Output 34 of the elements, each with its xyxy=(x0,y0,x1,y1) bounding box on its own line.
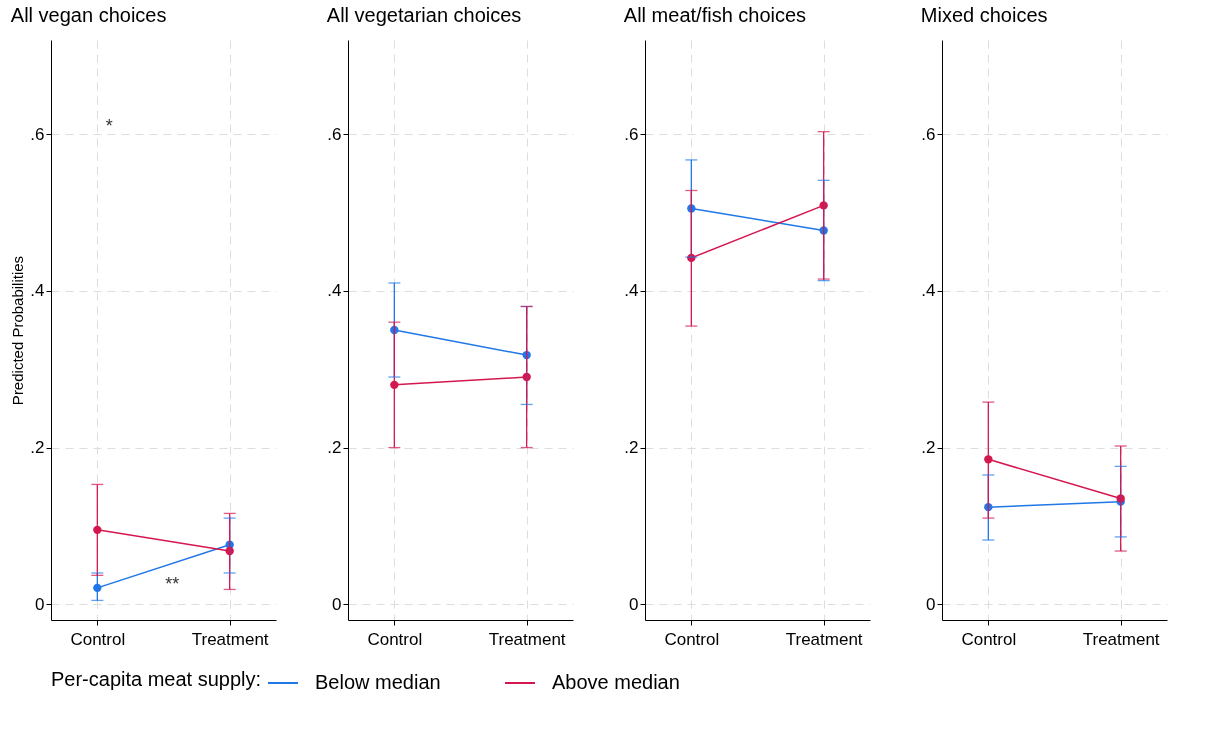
y-tick-label: .4 xyxy=(624,281,639,301)
x-tick-label: Treatment xyxy=(1082,629,1160,649)
annotation: ** xyxy=(165,574,180,595)
x-tick-label: Control xyxy=(70,629,126,649)
y-tick-label: .4 xyxy=(30,281,45,301)
y-tick-label: .2 xyxy=(624,438,639,458)
y-tick-label: .4 xyxy=(921,281,936,301)
x-tick-label: Control xyxy=(961,629,1017,649)
y-tick-label: .6 xyxy=(921,124,936,144)
legend-label: Above median xyxy=(552,671,680,693)
chart-title: All vegetarian choices xyxy=(326,4,522,26)
chart-title: All meat/fish choices xyxy=(623,4,807,26)
y-tick-label: .6 xyxy=(624,124,639,144)
chart-title: Mixed choices xyxy=(920,4,1048,26)
annotation: * xyxy=(105,116,113,136)
x-tick-label: Treatment xyxy=(191,629,269,649)
y-tick-label: 0 xyxy=(629,594,639,614)
y-axis-title: Predicted Probabilities xyxy=(9,255,27,406)
y-tick-label: .2 xyxy=(30,438,45,458)
chart-title: All vegan choices xyxy=(10,4,167,26)
x-tick-label: Control xyxy=(367,629,423,649)
y-tick-label: .6 xyxy=(327,124,342,144)
y-tick-label: .6 xyxy=(30,124,45,144)
x-tick-label: Treatment xyxy=(488,629,566,649)
y-tick-label: 0 xyxy=(35,594,45,614)
y-tick-label: .2 xyxy=(921,438,936,458)
y-tick-label: 0 xyxy=(332,594,342,614)
legend-label: Below median xyxy=(315,671,441,693)
y-tick-label: 0 xyxy=(926,594,936,614)
x-tick-label: Treatment xyxy=(785,629,863,649)
y-tick-label: .4 xyxy=(327,281,342,301)
legend-title: Per-capita meat supply: xyxy=(51,668,262,690)
y-tick-label: .2 xyxy=(327,438,342,458)
x-tick-label: Control xyxy=(664,629,720,649)
